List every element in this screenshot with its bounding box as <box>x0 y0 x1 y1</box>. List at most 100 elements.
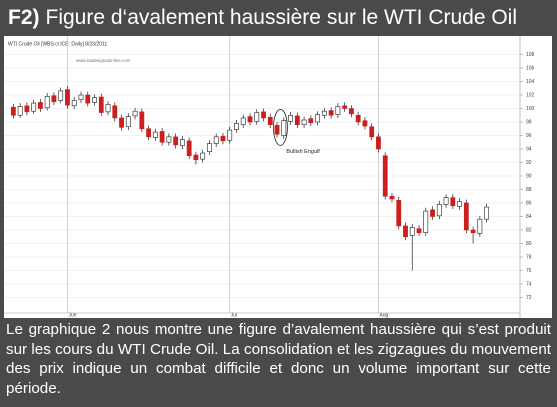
candle-body <box>423 210 429 234</box>
candle-body <box>450 197 456 207</box>
candle-body <box>301 119 307 125</box>
candle-body <box>92 97 97 103</box>
candle-body <box>267 116 273 126</box>
y-tick-label: 84 <box>526 214 532 220</box>
candle-body <box>85 94 91 104</box>
x-tick-label: Jul <box>231 312 237 318</box>
candle-body <box>51 95 57 103</box>
candle-body <box>294 115 300 126</box>
y-tick-label: 72 <box>526 295 532 301</box>
candle-body <box>31 102 37 112</box>
candle-body <box>10 106 16 116</box>
candle-body <box>382 155 388 197</box>
candle-body <box>193 154 199 161</box>
candle-body <box>78 94 84 101</box>
candle-body <box>436 204 442 217</box>
y-tick-label: 94 <box>526 146 532 152</box>
candle-body <box>362 120 368 127</box>
chart: WTI Crude Oil [WBS:cl ICE: Daily] 8/23/2… <box>4 36 552 318</box>
candle-body <box>227 129 233 141</box>
candle-body <box>247 116 253 123</box>
caption: Le graphique 2 nous montre une figure d’… <box>6 321 551 397</box>
candle-body <box>65 89 70 106</box>
y-tick-label: 78 <box>526 254 532 260</box>
chart-header: WTI Crude Oil [WBS:cl ICE: Daily] 8/23/2… <box>8 41 107 47</box>
y-tick-label: 106 <box>526 65 535 71</box>
candle-body <box>470 229 476 234</box>
candle-body <box>179 139 185 146</box>
y-tick-label: 80 <box>526 241 532 247</box>
candle-body <box>281 120 287 136</box>
y-tick-label: 74 <box>526 281 532 287</box>
figure-title: F2) Figure d‘avalement haussière sur le W… <box>8 4 517 32</box>
candle-body <box>200 152 206 160</box>
candle-body <box>463 202 469 231</box>
x-tick-label: Aug <box>379 312 388 318</box>
candle-body <box>24 105 30 113</box>
candle-body <box>396 200 402 227</box>
candle-body <box>159 131 165 143</box>
candle-body <box>240 117 246 125</box>
y-tick-label: 92 <box>526 160 532 166</box>
candle-body <box>457 201 462 207</box>
candle-body <box>119 117 124 128</box>
candle-body <box>105 104 111 113</box>
candle-body <box>403 225 408 238</box>
y-tick-label: 82 <box>526 227 532 233</box>
y-tick-label: 88 <box>526 187 532 193</box>
candle-body <box>186 140 192 157</box>
x-tick-label: Jun <box>68 312 76 318</box>
candle-body <box>349 108 354 115</box>
candle-body <box>369 126 375 138</box>
candle-body <box>213 136 219 144</box>
candle-body <box>409 227 415 236</box>
candle-body <box>166 136 172 143</box>
candle-body <box>477 218 483 234</box>
candle-body <box>484 206 490 220</box>
candle-body <box>443 197 449 205</box>
candle-body <box>132 110 138 117</box>
y-tick-label: 86 <box>526 200 532 206</box>
candle-body <box>430 209 435 217</box>
candle-body <box>38 102 43 109</box>
candle-body <box>308 118 314 123</box>
candle-body <box>152 131 158 138</box>
chart-background <box>4 36 552 318</box>
candle-body <box>112 105 118 119</box>
y-tick-label: 104 <box>526 79 535 85</box>
candle-body <box>71 100 77 107</box>
candle-body <box>315 114 321 123</box>
candle-body <box>389 195 395 200</box>
candle-body <box>274 125 280 135</box>
candle-body <box>234 123 239 130</box>
y-tick-label: 76 <box>526 268 532 274</box>
candle-body <box>288 114 293 122</box>
candle-body <box>342 105 348 109</box>
candle-body <box>261 111 266 119</box>
y-tick-label: 90 <box>526 173 532 179</box>
candle-body <box>125 116 131 128</box>
candle-body <box>146 128 151 138</box>
candle-body <box>58 90 64 101</box>
candle-body <box>416 228 422 233</box>
candle-body <box>207 143 212 152</box>
y-tick-label: 108 <box>526 52 535 58</box>
candle-body <box>376 136 381 150</box>
candle-body <box>139 111 145 130</box>
candle-body <box>321 110 327 116</box>
candle-body <box>220 135 226 142</box>
figure-number: F2) <box>8 6 40 29</box>
candle-body <box>335 106 341 115</box>
candle-body <box>328 110 334 116</box>
y-tick-label: 100 <box>526 106 535 112</box>
candle-body <box>173 136 179 146</box>
y-tick-label: 98 <box>526 119 532 125</box>
candle-body <box>355 114 361 123</box>
candle-body <box>254 112 260 122</box>
y-tick-label: 102 <box>526 92 535 98</box>
candle-body <box>17 106 23 116</box>
candle-body <box>44 96 50 109</box>
annotation: Bullish Engulf <box>286 149 320 155</box>
title-text: Figure d‘avalement haussière sur le WTI … <box>45 6 518 29</box>
